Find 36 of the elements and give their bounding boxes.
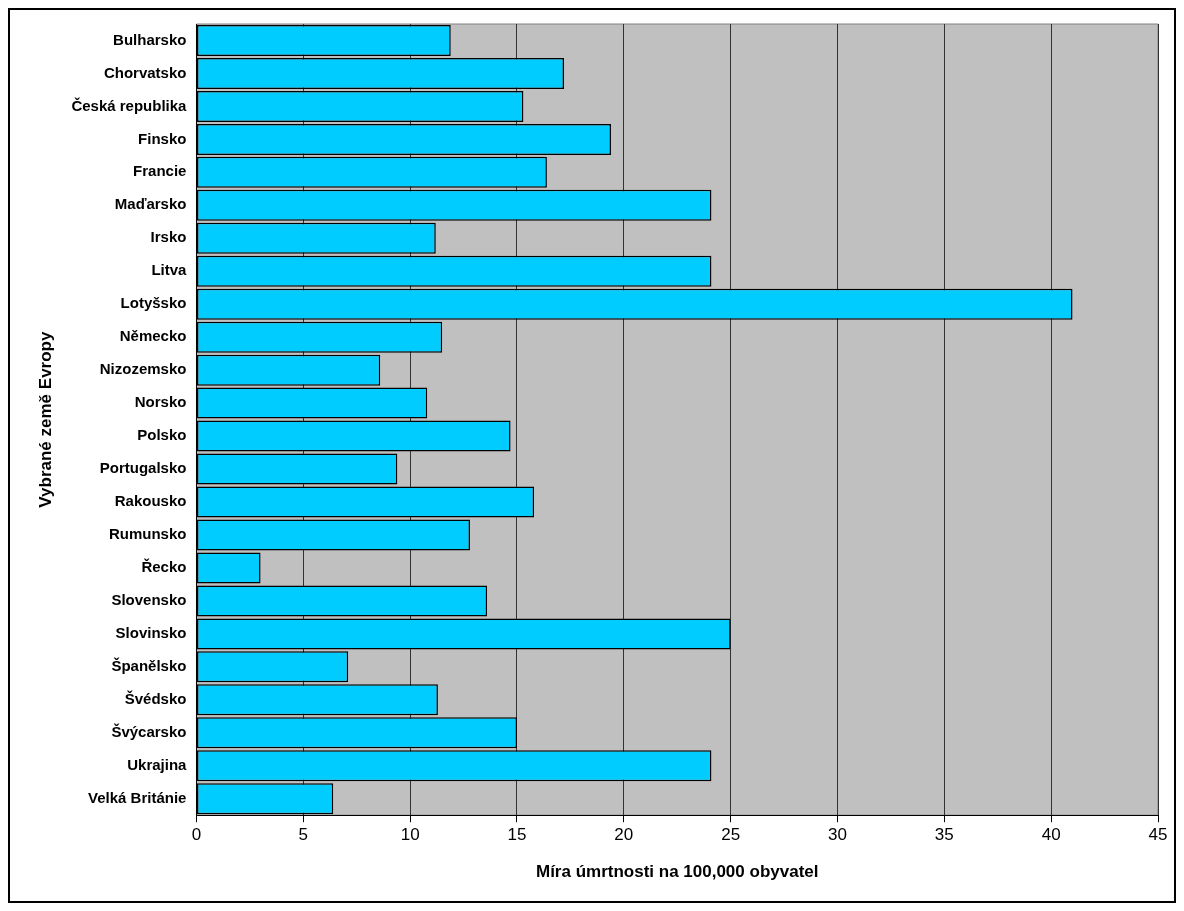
- x-tick-label: 0: [191, 825, 202, 845]
- y-tick-label: Norsko: [134, 393, 187, 411]
- x-axis-title: Míra úmrtnosti na 100,000 obyvatel: [535, 862, 819, 882]
- x-tick-label: 30: [828, 825, 847, 845]
- y-axis-title: Vybrané země Evropy: [35, 331, 55, 508]
- y-tick-label: Francie: [133, 162, 187, 180]
- x-tick-label: 10: [400, 825, 420, 845]
- y-tick-label: Švédsko: [124, 689, 187, 707]
- y-tick-label: Slovensko: [111, 591, 187, 609]
- x-tick-label: 25: [721, 825, 741, 845]
- x-tick-label: 20: [614, 825, 634, 845]
- y-tick-label: Irsko: [150, 228, 187, 246]
- x-tick-label: 5: [298, 825, 309, 845]
- y-tick-label: Portugalsko: [99, 459, 187, 477]
- y-tick-label: Litva: [151, 261, 188, 279]
- y-tick-label: Slovinsko: [115, 624, 187, 642]
- x-tick-label: 40: [1041, 825, 1061, 845]
- x-tick-label: 35: [934, 825, 954, 845]
- x-tick-label: 45: [1148, 825, 1168, 845]
- y-tick-label: Bulharsko: [113, 30, 187, 48]
- y-tick-label: Česká republika: [71, 96, 188, 114]
- y-tick-label: Lotyšsko: [120, 294, 187, 312]
- y-tick-label: Maďarsko: [114, 195, 187, 213]
- y-tick-label: Ukrajina: [127, 755, 188, 773]
- y-tick-label: Řecko: [141, 558, 187, 576]
- y-tick-label: Finsko: [138, 129, 187, 147]
- y-tick-label: Chorvatsko: [103, 63, 187, 81]
- y-tick-label: Polsko: [137, 426, 187, 444]
- y-tick-label: Nizozemsko: [99, 360, 187, 378]
- x-tick-label: 15: [507, 825, 527, 845]
- y-tick-label: Rumunsko: [108, 525, 187, 543]
- y-tick-label: Španělsko: [111, 656, 187, 674]
- y-tick-label: Švýcarsko: [111, 722, 187, 740]
- y-tick-label: Velká Británie: [88, 788, 187, 806]
- y-tick-label: Rakousko: [114, 492, 187, 510]
- y-tick-label: Německo: [119, 327, 187, 345]
